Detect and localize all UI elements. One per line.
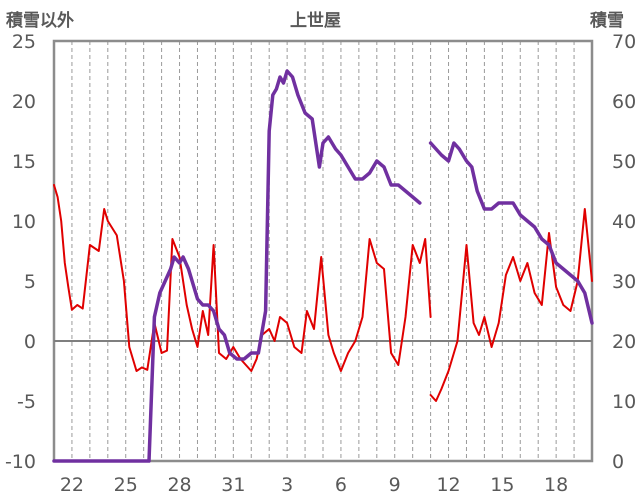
snow-depth-line (52, 69, 422, 463)
x-tick-label: 18 (544, 474, 568, 496)
y-left-tick-label: 0 (24, 331, 36, 353)
x-tick-label: 22 (60, 474, 84, 496)
x-tick-label: 12 (436, 474, 460, 496)
gridlines (71, 41, 575, 461)
chart-title: 上世屋 (290, 11, 341, 31)
y-left-tick-label: 25 (12, 31, 36, 53)
x-tick-label: 6 (335, 474, 347, 496)
y-left-tick-label: 20 (12, 91, 36, 113)
left-axis-title: 積雪以外 (6, 11, 74, 31)
x-tick-label: 28 (167, 474, 191, 496)
y-right-tick-label: 70 (612, 31, 636, 53)
tick-labels: -10 -5 0 5 10 15 20 25 0 10 20 30 40 50 60 70 22 25 28 31 3 6… (5, 31, 636, 496)
y-right-tick-label: 0 (612, 451, 624, 473)
y-right-tick-label: 60 (612, 91, 636, 113)
y-right-tick-label: 10 (612, 391, 636, 413)
axes (52, 39, 594, 463)
y-left-tick-label: -10 (5, 451, 36, 473)
plot-frame (52, 39, 594, 463)
x-tick-label: 25 (114, 474, 138, 496)
right-axis-title: 積雪 (590, 11, 624, 31)
y-right-tick-label: 20 (612, 331, 636, 353)
temperature-line (53, 184, 432, 372)
y-right-tick-label: 30 (612, 271, 636, 293)
y-right-tick-label: 40 (612, 211, 636, 233)
y-right-tick-label: 50 (612, 151, 636, 173)
y-left-tick-label: 5 (24, 271, 36, 293)
series-lines (52, 69, 594, 463)
temperature-line (429, 208, 593, 402)
snow-depth-line (428, 141, 594, 325)
x-tick-label: 3 (281, 474, 293, 496)
y-left-tick-label: 15 (12, 151, 36, 173)
x-tick-label: 9 (389, 474, 401, 496)
x-tick-label: 31 (221, 474, 245, 496)
y-left-tick-label: -5 (17, 391, 36, 413)
x-tick-label: 15 (490, 474, 514, 496)
y-left-tick-label: 10 (12, 211, 36, 233)
